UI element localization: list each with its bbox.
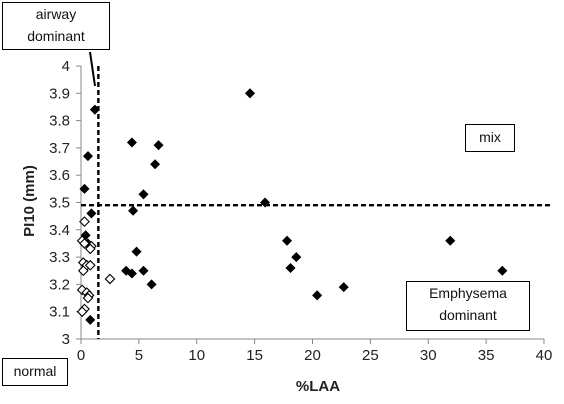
annotation-normal-label: normal xyxy=(13,363,57,379)
annotation-emphysema-dominant: Emphysema dominant xyxy=(406,281,530,331)
x-tick-label: 15 xyxy=(246,347,263,364)
filled-diamond-point xyxy=(244,88,256,99)
filled-diamond-point xyxy=(126,137,137,148)
x-tick-label: 40 xyxy=(536,347,553,364)
filled-diamond-point xyxy=(153,140,164,151)
threshold-lines xyxy=(81,51,552,339)
filled-diamond-point xyxy=(131,246,142,257)
annotation-emphysema-line-2: dominant xyxy=(439,307,497,323)
y-tick-label: 3.5 xyxy=(49,195,70,212)
filled-diamond-point xyxy=(86,208,97,219)
filled-diamond-point xyxy=(285,262,296,274)
y-tick-label: 4 xyxy=(62,58,70,75)
annotation-airway-line-2: dominant xyxy=(27,28,85,44)
filled-diamond-point xyxy=(126,268,137,279)
filled-diamond-point xyxy=(497,265,508,276)
annotation-airway-dominant: airway dominant xyxy=(2,2,110,50)
filled-diamond-point xyxy=(128,205,139,216)
annotation-mix: mix xyxy=(465,124,515,152)
y-tick-label: 3.6 xyxy=(49,167,70,184)
tick-labels: 0 5 10 15 20 25 30 35 40 3 3.1 3.2 3.3 3.4 3.5 3.6 3.7 3.… xyxy=(49,58,552,364)
filled-diamond-point xyxy=(79,183,90,194)
filled-diamond-point xyxy=(138,189,149,200)
filled-diamond-point xyxy=(85,314,96,325)
x-axis-title: %LAA xyxy=(296,378,340,395)
y-tick-label: 3.4 xyxy=(49,222,70,239)
x-tick-label: 25 xyxy=(362,347,379,364)
y-tick-label: 3 xyxy=(62,331,70,348)
filled-diamond-point xyxy=(291,252,302,263)
filled-diamond-point xyxy=(445,235,456,246)
x-tick-label: 20 xyxy=(304,347,321,364)
filled-diamond-point xyxy=(282,235,293,246)
y-tick-label: 3.2 xyxy=(49,276,70,293)
y-axis-title: PI10 (mm) xyxy=(21,165,38,237)
hollow-diamond-point xyxy=(84,243,96,255)
annotation-emphysema-line-1: Emphysema xyxy=(429,285,507,301)
x-tick-label: 35 xyxy=(478,347,495,364)
filled-diamond-point xyxy=(138,265,149,276)
filled-diamond-point xyxy=(338,282,349,293)
filled-diamond-point xyxy=(150,159,161,170)
hollow-diamond-point xyxy=(76,284,88,296)
filled-diamond-point xyxy=(146,279,157,290)
annotation-mix-label: mix xyxy=(479,129,501,145)
hollow-diamond-point xyxy=(79,216,90,227)
y-tick-label: 3.8 xyxy=(49,113,70,130)
filled-diamond-point xyxy=(260,197,271,208)
y-tick-label: 3.3 xyxy=(49,249,70,266)
annotation-airway-line-1: airway xyxy=(35,6,77,22)
hollow-diamond-point xyxy=(82,292,94,304)
hollow-diamond-point xyxy=(76,306,88,318)
hollow-diamond-point xyxy=(77,265,89,277)
y-tick-label: 3.7 xyxy=(49,140,70,157)
filled-diamond-point xyxy=(89,104,100,115)
x-tick-label: 5 xyxy=(135,347,143,364)
x-tick-label: 10 xyxy=(188,347,205,364)
airway-pointer-line xyxy=(89,51,96,87)
hollow-diamond-point xyxy=(104,273,116,285)
filled-diamond-point xyxy=(312,290,323,301)
y-tick-label: 3.9 xyxy=(49,85,70,102)
annotation-normal: normal xyxy=(2,358,68,386)
filled-diamond-point xyxy=(82,151,93,162)
x-tick-label: 30 xyxy=(420,347,437,364)
y-tick-label: 3.1 xyxy=(49,304,70,321)
data-points xyxy=(76,88,508,325)
hollow-diamond-point xyxy=(84,259,96,271)
x-tick-label: 0 xyxy=(77,347,85,364)
